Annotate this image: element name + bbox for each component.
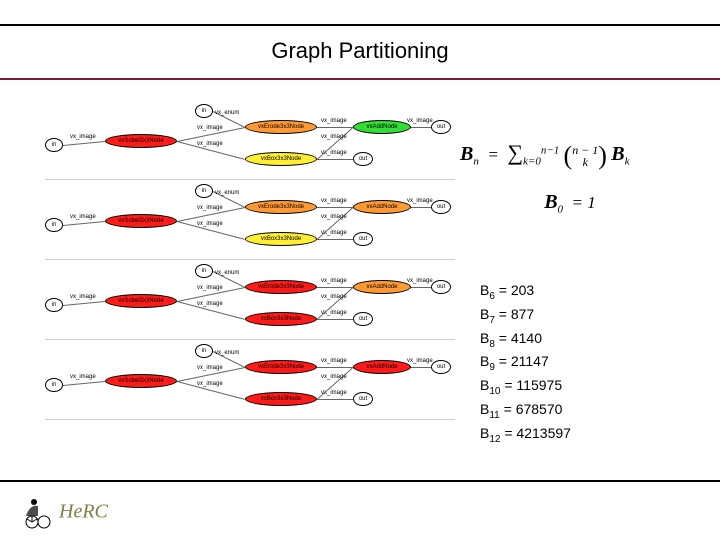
value-line: B7 = 877 — [480, 304, 680, 328]
edge-label: vx_image — [321, 278, 347, 284]
graph-node: vxErode3x3Node — [245, 120, 317, 134]
edge-label: vx_image — [321, 358, 347, 364]
rule-top — [0, 24, 720, 26]
graph-node: vxAddNode — [353, 360, 411, 374]
graph-node: vxSobel3x3Node — [105, 294, 177, 308]
graph-diagrams: vx_imagevx_imagevx_imagevx_enumvx_imagev… — [45, 100, 455, 470]
edge-label: vx_image — [197, 205, 223, 211]
edge — [411, 367, 431, 368]
value-line: B6 = 203 — [480, 280, 680, 304]
graph-node: in — [45, 138, 63, 152]
edge — [63, 141, 105, 146]
edge-label: vx_image — [197, 365, 223, 371]
edge — [317, 159, 353, 160]
edge-label: vx_image — [197, 125, 223, 131]
value-line: B8 = 4140 — [480, 328, 680, 352]
edge-label: vx_image — [321, 134, 347, 140]
rule-bottom — [0, 480, 720, 482]
edge — [317, 207, 353, 208]
graph-node: in — [195, 344, 213, 358]
graph-node: in — [45, 218, 63, 232]
graph-node: vxSobel3x3Node — [105, 374, 177, 388]
graph-node: vxBox3x3Node — [245, 312, 317, 326]
edge-label: vx_image — [407, 278, 433, 284]
graph-node: out — [431, 200, 451, 214]
edge-label: vx_enum — [215, 110, 239, 116]
edge-label: vx_image — [70, 134, 96, 140]
edge-label: vx_image — [321, 294, 347, 300]
edge — [317, 287, 353, 288]
graph-node: in — [195, 104, 213, 118]
graph-node: vxErode3x3Node — [245, 280, 317, 294]
graph-node: vxErode3x3Node — [245, 360, 317, 374]
graph-node: out — [431, 360, 451, 374]
edge-label: vx_image — [197, 221, 223, 227]
edge-label: vx_image — [321, 374, 347, 380]
edge — [317, 239, 353, 240]
edge — [317, 127, 353, 128]
edge-label: vx_image — [197, 285, 223, 291]
edge — [411, 127, 431, 128]
value-line: B10 = 115975 — [480, 375, 680, 399]
graph-node: in — [45, 378, 63, 392]
graph-node: vxAddNode — [353, 280, 411, 294]
graph-node: vxAddNode — [353, 200, 411, 214]
bell-recurrence: Bn = ∑k=0n−1 (n − 1k) Bk — [460, 140, 680, 171]
page-title: Graph Partitioning — [0, 38, 720, 64]
edge — [411, 207, 431, 208]
graph-node: vxBox3x3Node — [245, 232, 317, 246]
rule-maroon — [0, 78, 720, 80]
graph-node: vxSobel3x3Node — [105, 134, 177, 148]
edge-label: vx_image — [70, 214, 96, 220]
graph-node: out — [353, 152, 373, 166]
edge-label: vx_image — [407, 358, 433, 364]
edge-label: vx_image — [70, 294, 96, 300]
edge — [317, 367, 353, 368]
graph-node: out — [353, 312, 373, 326]
graph-variant: vx_imagevx_imagevx_imagevx_enumvx_imagev… — [45, 180, 455, 260]
chariot-icon — [20, 496, 54, 530]
bell-base: B0 = 1 — [460, 191, 680, 215]
edge-label: vx_image — [197, 381, 223, 387]
edge-label: vx_image — [197, 141, 223, 147]
edge-label: vx_image — [70, 374, 96, 380]
graph-node: out — [353, 392, 373, 406]
logo-text: HeRC — [59, 501, 108, 523]
edge — [411, 287, 431, 288]
graph-node: vxBox3x3Node — [245, 152, 317, 166]
edge-label: vx_enum — [215, 190, 239, 196]
edge — [63, 381, 105, 386]
edge-label: vx_image — [321, 214, 347, 220]
edge-label: vx_image — [407, 118, 433, 124]
edge — [63, 221, 105, 226]
edge — [317, 399, 353, 400]
graph-variant: vx_imagevx_imagevx_imagevx_enumvx_imagev… — [45, 260, 455, 340]
graph-variant: vx_imagevx_imagevx_imagevx_enumvx_imagev… — [45, 100, 455, 180]
graph-node: in — [195, 184, 213, 198]
formula-block: Bn = ∑k=0n−1 (n − 1k) Bk B0 = 1 — [460, 140, 680, 235]
edge — [63, 301, 105, 306]
value-line: B12 = 4213597 — [480, 423, 680, 447]
graph-node: in — [195, 264, 213, 278]
edge-label: vx_image — [197, 301, 223, 307]
graph-node: vxSobel3x3Node — [105, 214, 177, 228]
graph-node: vxErode3x3Node — [245, 200, 317, 214]
graph-variant: vx_imagevx_imagevx_imagevx_enumvx_imagev… — [45, 340, 455, 420]
graph-node: vxAddNode — [353, 120, 411, 134]
logo: HeRC — [20, 496, 108, 530]
graph-node: out — [353, 232, 373, 246]
value-line: B9 = 21147 — [480, 351, 680, 375]
graph-node: out — [431, 280, 451, 294]
edge-label: vx_image — [321, 198, 347, 204]
edge-label: vx_enum — [215, 270, 239, 276]
edge-label: vx_image — [407, 198, 433, 204]
edge-label: vx_image — [321, 118, 347, 124]
graph-node: in — [45, 298, 63, 312]
graph-node: out — [431, 120, 451, 134]
graph-node: vxBox3x3Node — [245, 392, 317, 406]
values-list: B6 = 203B7 = 877B8 = 4140B9 = 21147B10 =… — [480, 280, 680, 447]
edge-label: vx_enum — [215, 350, 239, 356]
edge — [317, 319, 353, 320]
value-line: B11 = 678570 — [480, 399, 680, 423]
